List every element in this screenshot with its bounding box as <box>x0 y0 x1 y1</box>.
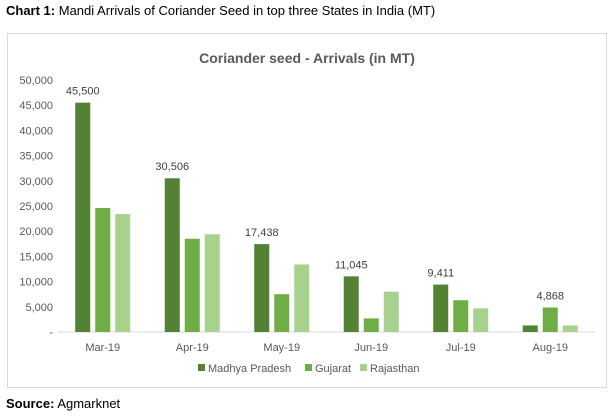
caption-text: Mandi Arrivals of Coriander Seed in top … <box>58 3 436 18</box>
source-label: Source: <box>6 396 55 411</box>
bar <box>383 291 399 332</box>
source-note: Source: Agmarknet <box>6 396 120 411</box>
bar <box>204 234 220 332</box>
bar <box>473 308 489 332</box>
y-tick-label: 25,000 <box>19 201 53 213</box>
y-tick-label: 15,000 <box>19 251 53 263</box>
bar <box>343 276 359 332</box>
x-tick-label: Mar-19 <box>85 342 120 354</box>
data-label: 30,506 <box>155 161 189 173</box>
bar <box>453 300 469 332</box>
bar <box>562 325 578 332</box>
data-label: 4,868 <box>536 290 564 302</box>
data-label: 9,411 <box>427 268 454 280</box>
legend-swatch <box>198 364 205 371</box>
legend-swatch <box>360 364 367 371</box>
legend-label: Rajasthan <box>370 363 420 375</box>
data-label: 11,045 <box>335 259 368 271</box>
y-tick-label: 35,000 <box>19 151 53 163</box>
y-tick-label: 5,000 <box>25 302 53 314</box>
source-text: Agmarknet <box>57 396 121 411</box>
x-tick-label: Jul-19 <box>446 342 476 354</box>
bar <box>75 102 91 333</box>
y-tick-label: 45,000 <box>19 100 53 112</box>
chart-caption: Chart 1: Mandi Arrivals of Coriander See… <box>6 3 435 18</box>
data-label: 17,438 <box>245 227 279 239</box>
legend-label: Gujarat <box>315 363 351 375</box>
y-tick-label: 50,000 <box>19 75 53 87</box>
bar <box>115 214 131 332</box>
bar <box>184 238 200 332</box>
legend-label: Madhya Pradesh <box>208 363 291 375</box>
bar <box>542 307 558 332</box>
bar <box>433 284 449 332</box>
legend-swatch <box>305 364 312 371</box>
x-tick-label: Aug-19 <box>533 342 568 354</box>
bar <box>95 208 111 332</box>
data-label: 45,500 <box>66 86 100 98</box>
x-tick-label: Jun-19 <box>354 342 388 354</box>
y-tick-label: - <box>49 327 53 339</box>
bar <box>522 325 538 332</box>
x-tick-label: May-19 <box>263 342 300 354</box>
chart-title: Coriander seed - Arrivals (in MT) <box>199 50 415 66</box>
bar <box>254 244 270 332</box>
y-tick-label: 20,000 <box>19 226 53 238</box>
y-tick-label: 10,000 <box>19 277 53 289</box>
bar <box>294 264 310 332</box>
bar <box>164 178 180 332</box>
bar <box>274 294 290 332</box>
y-tick-label: 40,000 <box>19 125 53 137</box>
y-tick-label: 30,000 <box>19 176 53 188</box>
caption-label: Chart 1: <box>6 3 56 18</box>
x-tick-label: Apr-19 <box>176 342 209 354</box>
bar <box>363 318 379 332</box>
